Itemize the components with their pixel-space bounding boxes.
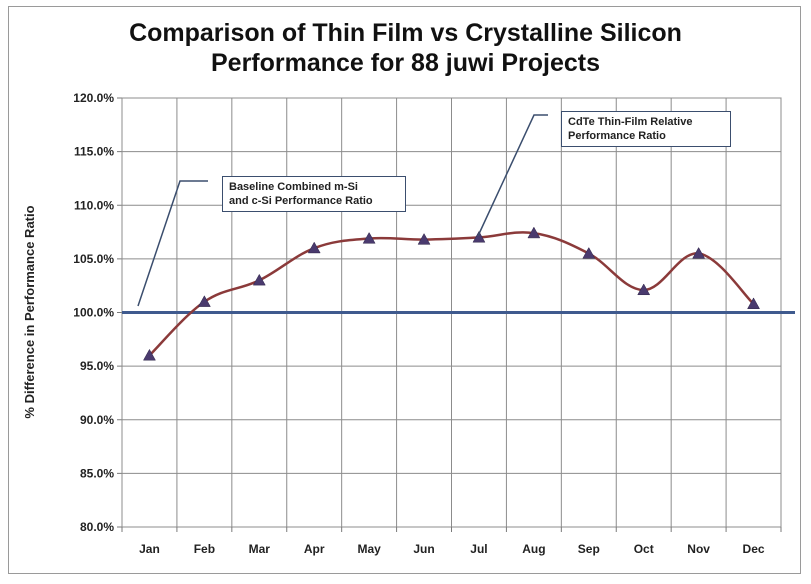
baseline-callout: Baseline Combined m-Si and c-Si Performa… — [222, 176, 406, 212]
x-tick-label: Jan — [139, 542, 160, 556]
y-tick-label: 90.0% — [80, 413, 114, 427]
data-point-marker-nov — [692, 246, 706, 259]
cdte-callout-line-1: CdTe Thin-Film Relative — [568, 116, 693, 128]
x-tick-label: Jul — [470, 542, 487, 556]
chart-title-line-2: Performance for 88 juwi Projects — [210, 49, 601, 77]
y-tick-label: 105.0% — [73, 252, 114, 266]
data-point-marker-may — [362, 231, 376, 244]
x-tick-label: Feb — [194, 542, 215, 556]
data-point-marker-jan — [143, 348, 156, 361]
data-point-marker-feb — [197, 295, 211, 307]
y-tick-label: 95.0% — [80, 359, 114, 373]
y-tick-label: 115.0% — [74, 145, 114, 159]
baseline-callout-leader — [137, 180, 208, 307]
x-tick-label: Aug — [522, 542, 545, 556]
data-point-marker-jul — [472, 230, 486, 243]
cdte-series-line — [148, 231, 755, 357]
data-point-marker-aug — [527, 226, 541, 239]
y-tick-label: 80.0% — [80, 520, 114, 534]
x-tick-label: May — [357, 542, 381, 556]
x-tick-label: Dec — [743, 542, 765, 556]
data-point-marker-jun — [417, 233, 431, 245]
x-tick-label: Mar — [249, 542, 271, 556]
data-point-marker-apr — [307, 241, 321, 254]
data-point-marker-dec — [747, 297, 760, 309]
data-point-marker-oct — [637, 283, 651, 296]
y-tick-label: 120.0% — [73, 91, 114, 105]
cdte-callout-leader — [477, 114, 548, 237]
data-point-marker-sep — [582, 246, 596, 259]
y-tick-label: 85.0% — [80, 466, 114, 480]
y-tick-label: 110.0% — [74, 198, 114, 212]
cdte-callout: CdTe Thin-Film Relative Performance Rati… — [561, 111, 731, 147]
x-tick-label: Jun — [413, 542, 434, 556]
chart-title: Comparison of Thin Film vs Crystalline S… — [0, 18, 811, 78]
x-tick-label: Nov — [687, 542, 710, 556]
y-tick-label: 100.0% — [73, 306, 114, 320]
chart-title-line-1: Comparison of Thin Film vs Crystalline S… — [129, 19, 682, 47]
x-tick-label: Sep — [578, 542, 600, 556]
cdte-callout-line-2: Performance Ratio — [568, 130, 666, 142]
x-tick-label: Oct — [634, 542, 654, 556]
x-tick-label: Apr — [304, 542, 325, 556]
baseline-callout-line-1: Baseline Combined m-Si — [229, 181, 358, 193]
data-point-marker-mar — [252, 273, 266, 286]
baseline-callout-line-2: and c-Si Performance Ratio — [229, 195, 373, 207]
